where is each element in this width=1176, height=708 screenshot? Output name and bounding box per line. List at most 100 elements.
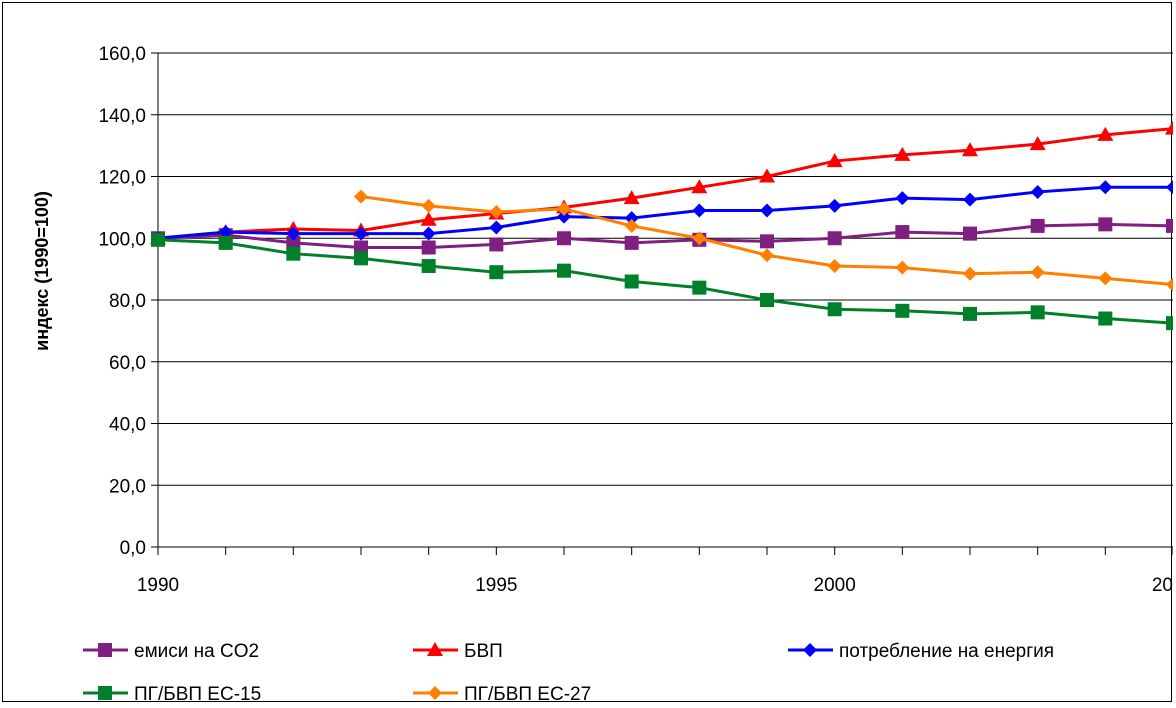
data-point [489,220,504,235]
data-point [963,306,977,321]
data-point [895,191,910,206]
x-tick-label: 1995 [475,575,517,596]
legend-marker [98,643,112,657]
data-point [624,274,639,289]
y-axis-label: индекс (1990=100) [32,191,52,351]
series-1 [150,120,1176,245]
data-point [1030,184,1045,199]
legend-item: потребление на енергия [788,641,1054,662]
series-line [157,185,1173,240]
data-point [354,189,368,204]
data-point [1030,265,1045,280]
data-point [420,211,437,226]
data-point [759,168,775,183]
legend-label: БВП [464,641,503,662]
data-point [489,265,504,280]
data-point [1098,311,1113,326]
series-4 [354,189,1176,292]
data-point [624,211,639,226]
x-tick-label: 2005 [1152,575,1173,596]
legend-label: емиси на CO2 [134,641,259,662]
data-point [557,263,571,278]
line-chart: 0,020,040,060,080,0100,0120,0140,0160,0 … [32,44,1176,705]
data-point [826,153,843,168]
legend-marker [428,686,442,700]
y-tick-label: 80,0 [109,291,146,312]
data-point [895,303,910,318]
data-point [218,235,233,250]
data-point [691,179,708,194]
series-line [157,238,1174,325]
data-point [624,218,639,233]
data-point [963,192,977,207]
legend-marker [98,686,112,700]
data-point [623,190,640,205]
data-point [962,142,978,157]
data-point [1030,305,1045,320]
data-point [1098,217,1113,232]
data-point [1166,277,1176,292]
legend-item: ПГ/БВП ЕС-15 [83,684,261,705]
data-point [354,251,368,266]
data-point [1166,316,1176,331]
legend-marker [427,642,443,656]
data-point [1030,218,1045,233]
data-point [421,198,436,213]
data-point [827,302,842,317]
data-point [354,240,368,255]
series-2 [151,180,1176,246]
data-point [1097,126,1114,141]
data-point [760,248,774,263]
gridlines [158,52,1173,486]
data-point [557,231,571,246]
series-lines [150,120,1176,331]
legend-marker [803,643,817,657]
data-point [489,205,504,220]
y-tick-label: 0,0 [120,538,146,559]
data-point [286,246,301,261]
data-point [1029,136,1046,151]
data-point [760,203,774,218]
data-point [963,226,977,241]
x-tick-label: 1990 [137,575,179,596]
legend-label: потребление на енергия [839,641,1054,662]
y-tick-label: 40,0 [109,415,146,436]
data-point [827,259,842,274]
data-point [421,226,436,241]
data-point [557,201,571,216]
x-tick-label: 2000 [814,575,856,596]
data-point [1166,218,1176,233]
y-tick-label: 120,0 [98,168,146,189]
data-point [354,226,368,241]
data-point [1165,120,1176,135]
data-point [286,226,301,241]
data-point [286,235,301,250]
data-point [1166,180,1176,195]
data-point [557,209,571,224]
legend-label: ПГ/БВП ЕС-15 [134,684,261,703]
data-point [895,260,910,275]
y-tick-label: 160,0 [98,44,146,65]
series-3 [151,232,1176,331]
y-tick-label: 20,0 [109,476,146,497]
data-point [1098,180,1113,195]
legend-item: БВП [413,641,503,662]
data-point [895,225,910,240]
series-line [157,127,1174,240]
series-line [157,222,1174,250]
legend-label: ПГ/БВП ЕС-27 [464,684,591,703]
data-point [827,231,842,246]
data-point [489,237,504,252]
y-tick-label: 60,0 [109,353,146,374]
y-tick-label: 140,0 [98,106,146,127]
data-point [692,231,707,246]
data-point [760,234,774,249]
data-point [760,293,774,307]
data-point [963,266,977,281]
y-axis-ticks: 0,0 20,0 40,0 60,0 80,0 100,0 120,0 140,0 160,0 [98,44,158,559]
data-point [421,259,436,274]
legend-item: емиси на CO2 [83,641,259,662]
data-point [218,225,233,240]
legend-item: ПГ/БВП ЕС-27 [413,684,591,705]
data-point [624,235,639,250]
